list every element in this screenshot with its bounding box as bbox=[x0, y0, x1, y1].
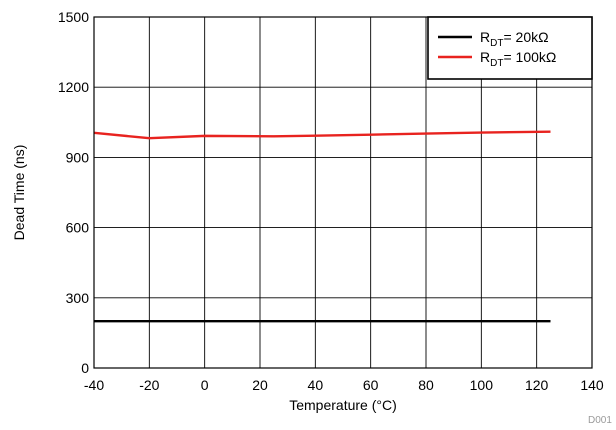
x-tick-label: 140 bbox=[580, 377, 604, 393]
x-tick-label: 0 bbox=[201, 377, 209, 393]
plot-frame bbox=[93, 16, 593, 369]
x-tick-labels: -40 -20 0 20 40 60 80 100 120 140 bbox=[84, 377, 604, 393]
figure-code: D001 bbox=[588, 415, 612, 426]
series-lines bbox=[93, 130, 551, 323]
y-tick-label: 0 bbox=[81, 360, 89, 376]
legend-box bbox=[427, 16, 593, 80]
legend-entry: RDT= 20kΩ bbox=[480, 29, 549, 49]
y-tick-label: 600 bbox=[66, 220, 90, 236]
y-tick-label: 900 bbox=[66, 149, 90, 165]
x-tick-label: 120 bbox=[525, 377, 549, 393]
x-axis-label: Temperature (°C) bbox=[289, 397, 397, 413]
series-line-2 bbox=[93, 130, 551, 140]
y-tick-labels: 0 300 600 900 1200 1500 bbox=[58, 9, 89, 376]
x-tick-label: 60 bbox=[363, 377, 379, 393]
y-axis-label: Dead Time (ns) bbox=[11, 145, 27, 241]
x-tick-label: -40 bbox=[84, 377, 104, 393]
x-tick-label: 40 bbox=[308, 377, 324, 393]
x-tick-label: 80 bbox=[418, 377, 434, 393]
x-tick-label: 100 bbox=[470, 377, 494, 393]
legend-entry: RDT= 100kΩ bbox=[480, 49, 556, 69]
x-tick-label: -20 bbox=[139, 377, 159, 393]
y-tick-label: 1500 bbox=[58, 9, 89, 25]
x-tick-label: 20 bbox=[252, 377, 268, 393]
y-tick-label: 1200 bbox=[58, 79, 89, 95]
y-tick-label: 300 bbox=[66, 290, 90, 306]
